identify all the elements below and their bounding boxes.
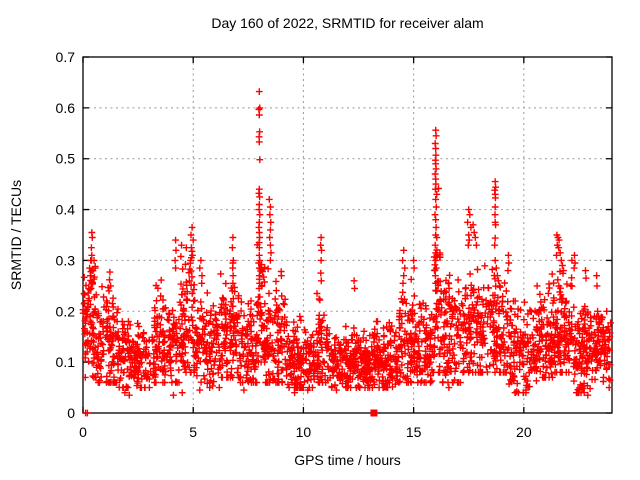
y-tick-label: 0.1	[56, 354, 76, 370]
scatter-points	[79, 88, 614, 417]
zero-square-marker	[370, 409, 378, 417]
plot-border	[82, 56, 613, 414]
x-tick-label: 20	[516, 424, 532, 440]
y-tick-label: 0.5	[56, 151, 76, 167]
chart-title: Day 160 of 2022, SRMTID for receiver ala…	[211, 15, 484, 31]
x-tick-label: 0	[79, 424, 87, 440]
y-tick-label: 0.3	[56, 252, 76, 268]
y-tick-label: 0.6	[56, 100, 76, 116]
y-tick-label: 0.2	[56, 303, 76, 319]
y-tick-label: 0.4	[56, 202, 76, 218]
x-tick-label: 5	[189, 424, 197, 440]
x-tick-label: 15	[406, 424, 422, 440]
y-tick-label: 0	[67, 405, 75, 421]
x-axis-label: GPS time / hours	[294, 452, 401, 468]
y-tick-label: 0.7	[56, 49, 76, 65]
x-tick-label: 10	[296, 424, 312, 440]
